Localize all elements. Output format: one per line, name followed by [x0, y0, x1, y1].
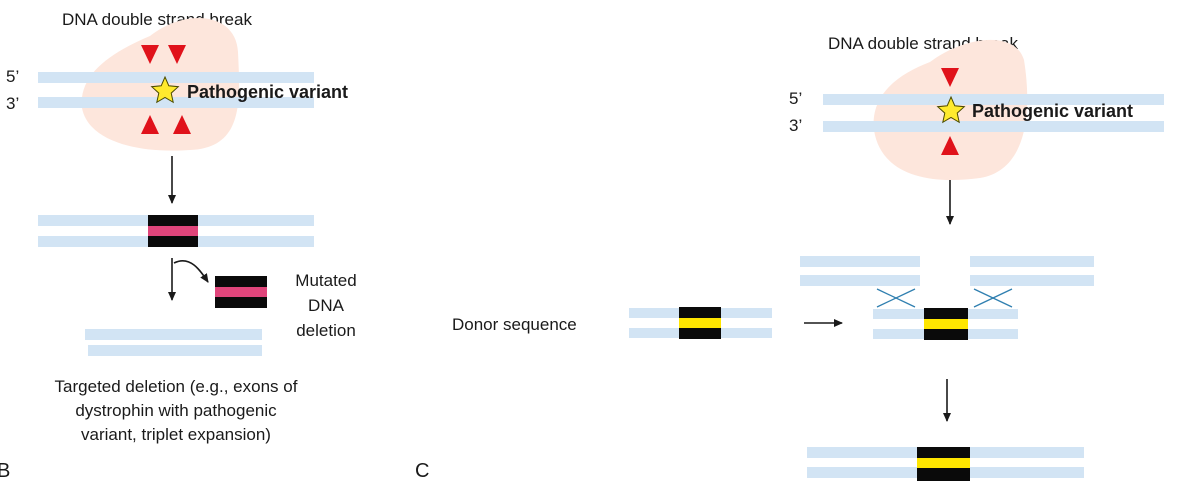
deletion-label-line-2: DNA	[308, 296, 345, 315]
curved-arrow-icon	[173, 260, 209, 283]
cut-triangle-icon	[141, 115, 159, 134]
cut-triangle-icon	[941, 136, 959, 155]
cut-triangle-icon	[173, 115, 191, 134]
donor-segment	[924, 308, 968, 340]
panel-b: DNA double strand break 5’ 3’ Pathogenic…	[0, 10, 357, 481]
cut-triangle-icon	[168, 45, 186, 64]
strand-3-label: 3’	[789, 116, 802, 135]
dna-strand-bottom	[823, 121, 1164, 132]
variant-label: Pathogenic variant	[972, 101, 1133, 121]
panel-letter-b: B	[0, 460, 10, 481]
nuclease-blob	[81, 17, 240, 151]
dna-strand-top	[85, 329, 262, 340]
dna-strand-bottom	[88, 345, 262, 356]
dna-strand-left-top	[800, 256, 920, 267]
star-icon	[936, 95, 966, 124]
deleted-fragment	[215, 276, 267, 308]
strand-5-label: 5’	[789, 89, 802, 108]
panel-c: C DNA double strand break 5’ 3’ Pathogen…	[415, 34, 1164, 481]
panel-letter-c: C	[415, 460, 429, 481]
caption-line-3: variant, triplet expansion)	[81, 425, 271, 444]
cut-triangle-icon	[941, 68, 959, 87]
variant-label: Pathogenic variant	[187, 82, 348, 102]
dna-strand-left-bottom	[800, 275, 920, 286]
donor-segment	[679, 307, 721, 339]
strand-3-label: 3’	[6, 94, 19, 113]
caption-line-2: dystrophin with pathogenic	[75, 401, 277, 420]
crossover-x-icon	[876, 288, 916, 308]
deletion-label-line-1: Mutated	[295, 271, 356, 290]
crossover-x-icon	[973, 288, 1013, 308]
cut-triangle-icon	[141, 45, 159, 64]
star-icon	[150, 75, 180, 104]
deletion-label-line-3: deletion	[296, 321, 356, 340]
mutated-segment	[148, 215, 198, 247]
donor-label: Donor sequence	[452, 315, 577, 334]
strand-5-label: 5’	[6, 67, 19, 86]
corrected-segment	[917, 447, 970, 481]
dna-strand-top	[38, 72, 314, 83]
dna-strand-right-top	[970, 256, 1094, 267]
dna-strand-top	[823, 94, 1164, 105]
dna-strand-right-bottom	[970, 275, 1094, 286]
caption-line-1: Targeted deletion (e.g., exons of	[55, 377, 298, 396]
dna-strand-bottom	[38, 97, 314, 108]
